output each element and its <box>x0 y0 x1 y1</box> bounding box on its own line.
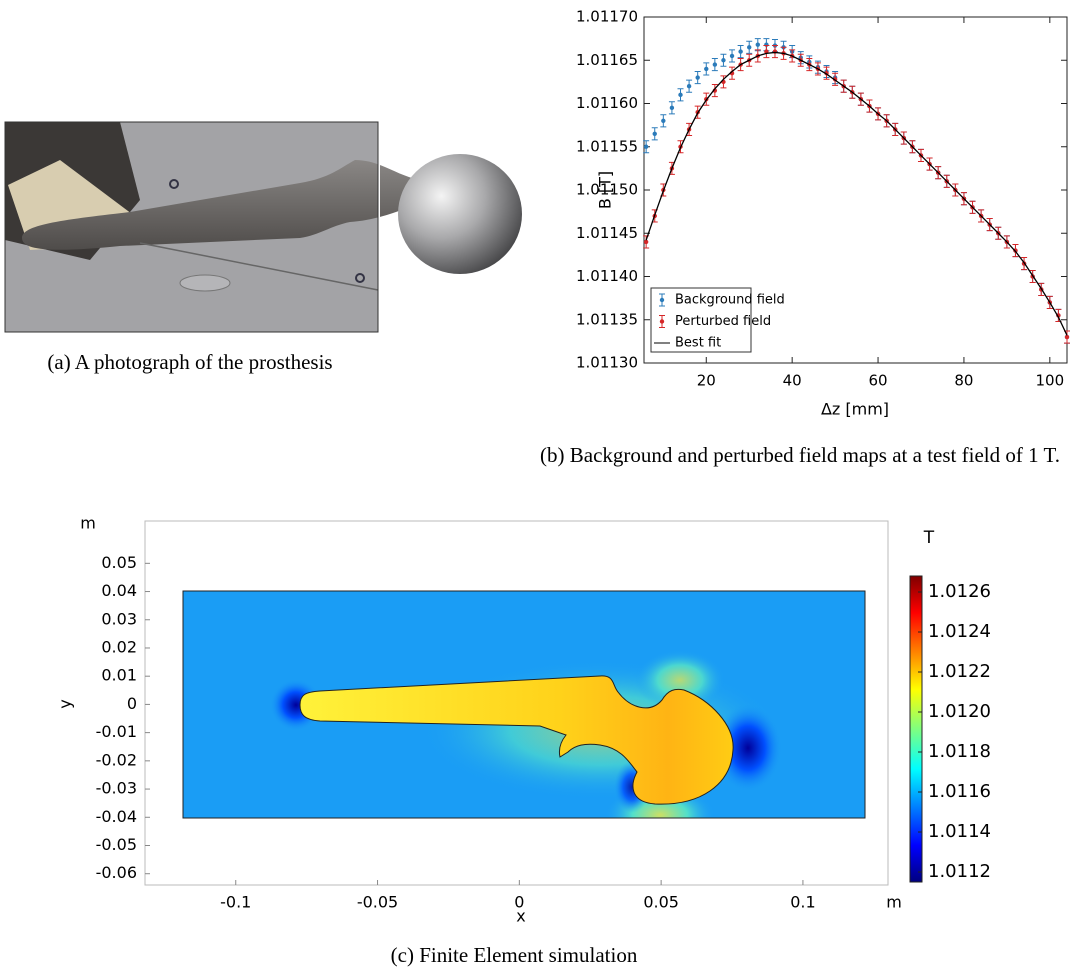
y-tick-label: -0.03 <box>96 779 137 798</box>
legend-label: Perturbed field <box>675 314 771 329</box>
caption: (c) Finite Element simulation <box>391 943 638 967</box>
y-axis-label: y <box>56 699 75 708</box>
fit-line <box>645 51 1068 336</box>
caption: (a) A photograph of the prosthesis <box>47 350 332 374</box>
photo-frame <box>4 121 379 333</box>
colorbar-tick-label: 1.0120 <box>928 701 991 722</box>
x-tick-label: 100 <box>1036 372 1065 390</box>
data-point <box>721 58 726 63</box>
colorbar-tick-label: 1.0116 <box>928 781 991 802</box>
data-point <box>678 92 683 98</box>
colorbar-tick-label: 1.0112 <box>928 861 991 882</box>
x-tick-label: 0 <box>514 893 524 912</box>
y-tick-label: 1.01145 <box>576 224 638 242</box>
stem <box>22 160 430 250</box>
data-point <box>1064 334 1070 340</box>
y-tick-label: 1.01150 <box>576 181 638 199</box>
y-tick-label: -0.02 <box>96 750 137 769</box>
y-tick-label: 0.05 <box>101 553 137 572</box>
y-tick-label: 0.02 <box>101 637 137 656</box>
x-axis-label: x <box>516 907 525 926</box>
legend-box <box>650 287 752 353</box>
x-tick-label: -0.1 <box>220 893 251 912</box>
ball <box>398 154 522 274</box>
y-tick-label: -0.04 <box>96 807 137 826</box>
field <box>183 591 865 818</box>
colorbar-unit: T <box>923 528 935 548</box>
photo <box>5 122 522 332</box>
colorbar-tick-label: 1.0118 <box>928 741 991 762</box>
x-tick-label: 80 <box>954 372 973 390</box>
y-tick-label: 1.01165 <box>576 51 638 69</box>
y-tick-label: 1.01130 <box>576 354 638 372</box>
data-point <box>704 66 709 72</box>
legend-label: Best fit <box>675 336 721 351</box>
x-tick-label: 60 <box>868 372 887 390</box>
caption: (b) Background and perturbed field maps … <box>540 443 1060 467</box>
y-tick-label: 0.01 <box>101 666 137 685</box>
y-tick-label: 0.03 <box>101 609 137 628</box>
x-tick-label: -0.05 <box>357 893 398 912</box>
chart-b: B [T] Δz [mm] 1.01130 1.01135 1.01140 1.011… <box>576 8 1070 419</box>
domain-frame <box>182 590 866 819</box>
colorbar-tick-label: 1.0126 <box>928 581 991 602</box>
y-tick-label: 1.01170 <box>576 8 638 26</box>
y-tick-label: 0.04 <box>101 581 137 600</box>
x-axis-label: Δz [mm] <box>821 400 889 419</box>
data-point <box>738 49 743 54</box>
data-point <box>669 105 675 111</box>
colorbar-tick-label: 1.0122 <box>928 661 991 682</box>
colorbar-tick-label: 1.0124 <box>928 621 991 642</box>
legend-label: Background field <box>675 293 785 308</box>
y-tick-label: 1.01135 <box>576 310 638 328</box>
prosthesis-outline <box>299 675 734 805</box>
x-tick-label: 0.1 <box>790 893 815 912</box>
data-point <box>712 62 718 67</box>
y-tick-label: 1.01160 <box>576 94 638 112</box>
y-tick-label: -0.01 <box>96 722 137 741</box>
screw <box>179 274 231 292</box>
marker-dot <box>355 273 365 283</box>
y-tick-label: 0 <box>127 694 137 713</box>
y-unit: m <box>80 514 96 533</box>
data-point <box>695 75 700 80</box>
y-tick-label: -0.05 <box>96 835 137 854</box>
photo-line <box>139 242 379 291</box>
marker-dot <box>169 179 179 189</box>
chart-c: m m x y T 0.05 0.04 0.03 0.02 0.01 0 -0.01 -0.0… <box>56 514 991 926</box>
legend-swatch <box>659 297 665 303</box>
data-point <box>652 131 657 136</box>
data-point <box>661 118 666 124</box>
colorbar-tick-label: 1.0114 <box>928 821 991 842</box>
data-point <box>747 45 752 50</box>
data-point <box>643 144 649 149</box>
legend-swatch <box>659 319 665 324</box>
x-tick-label: 0.05 <box>643 893 679 912</box>
y-axis-label: B [T] <box>596 171 615 209</box>
data-point <box>755 42 761 47</box>
y-tick-label: 1.01140 <box>576 267 638 285</box>
x-tick-label: 20 <box>697 372 716 390</box>
x-unit: m <box>886 893 902 912</box>
colorbar <box>909 575 923 883</box>
data-point <box>643 239 649 245</box>
y-tick-label: 1.01155 <box>576 137 638 155</box>
y-tick-label: -0.06 <box>96 863 137 882</box>
data-point <box>686 84 692 89</box>
x-tick-label: 40 <box>783 372 802 390</box>
data-point <box>729 53 735 59</box>
